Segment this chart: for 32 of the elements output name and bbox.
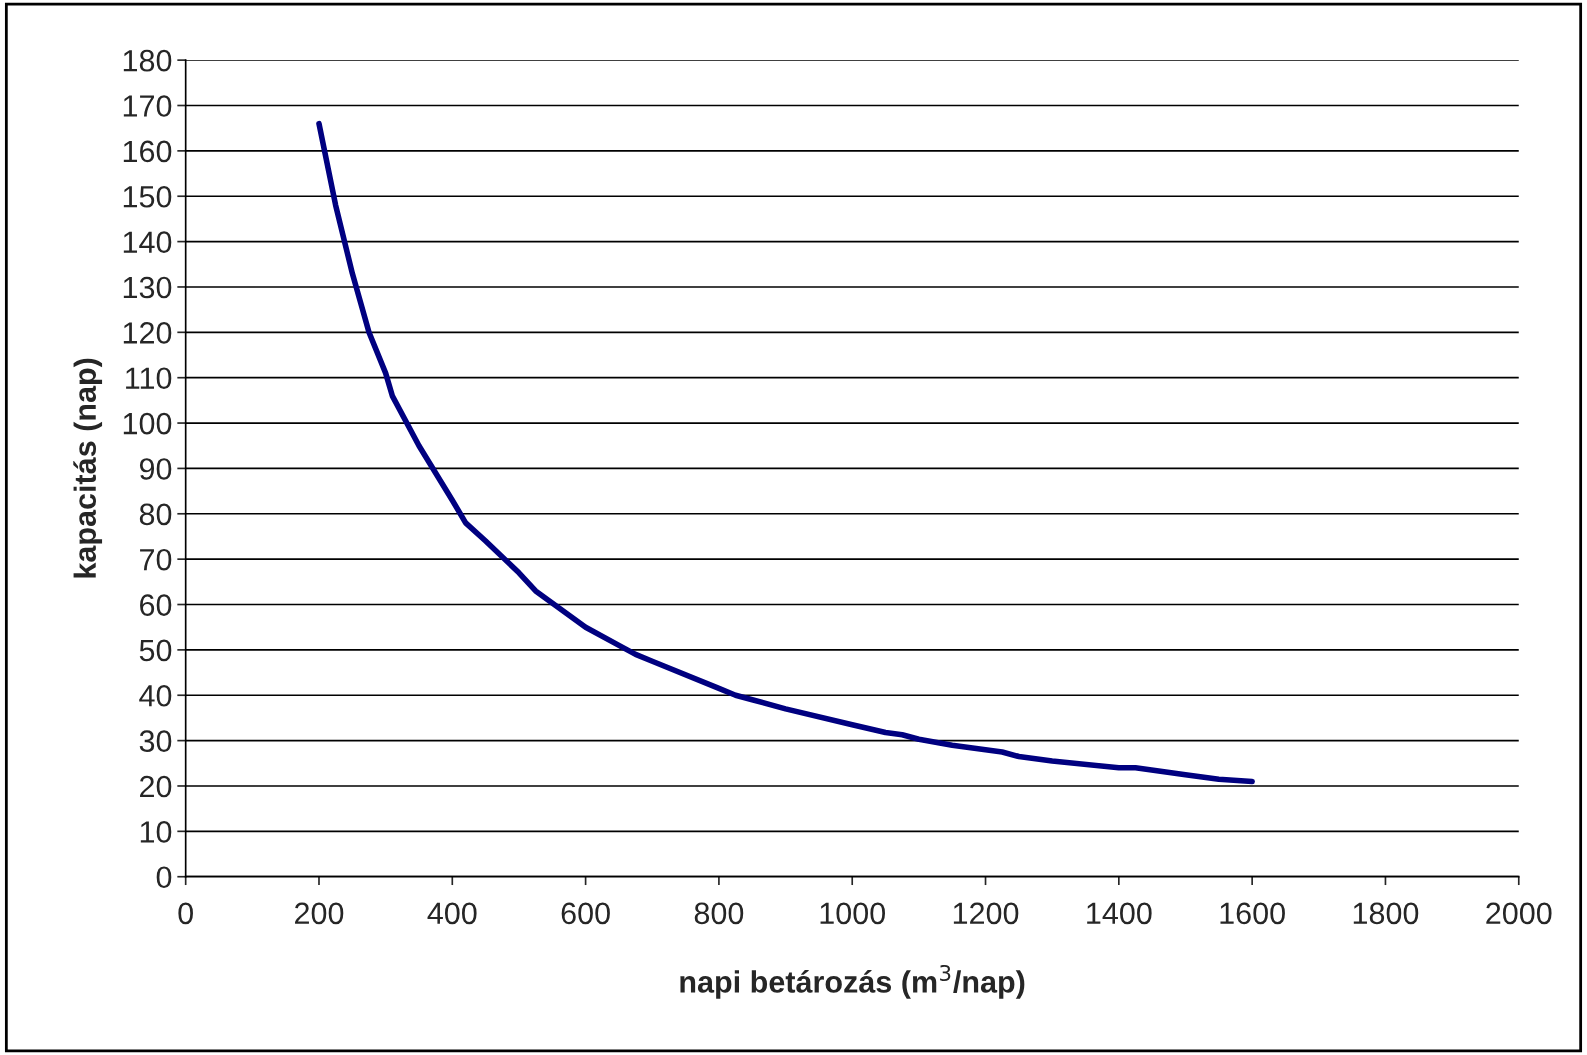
x-tick-label: 600 [561, 902, 610, 925]
y-tick-label: 60 [140, 594, 172, 616]
x-tick-label: 0 [178, 902, 193, 925]
x-tick-label: 1400 [1087, 902, 1152, 925]
y-tick-label: 90 [139, 458, 172, 480]
y-tick-label: 140 [123, 231, 172, 253]
y-tick-label: 50 [139, 639, 172, 662]
y-tick-label: 170 [123, 95, 172, 117]
y-axis-title: kapacitás (nap) [73, 358, 103, 578]
y-tick-label: 0 [156, 866, 172, 889]
y-tick-label: 180 [123, 49, 172, 72]
y-tick-label: 10 [140, 821, 172, 843]
x-tick-label: 200 [295, 902, 344, 925]
x-tick-label: 1600 [1220, 902, 1285, 925]
x-axis-title: napi betározás (m$^{3}$/nap) [680, 964, 1025, 999]
y-tick-label: 160 [123, 140, 172, 163]
x-tick-label: 1000 [820, 902, 886, 925]
x-tick-label: 400 [427, 902, 477, 925]
y-tick-label: 70 [140, 548, 172, 571]
y-tick-label: 150 [123, 185, 172, 208]
y-tick-label: 120 [123, 322, 172, 344]
y-tick-label: 30 [139, 730, 172, 752]
x-tick-label: 2000 [1486, 902, 1552, 925]
x-tick-label: 1800 [1353, 902, 1419, 925]
y-tick-label: 110 [126, 367, 172, 390]
y-tick-label: 80 [139, 503, 172, 526]
x-tick-label: 1200 [953, 902, 1019, 925]
y-tick-label: 20 [140, 775, 172, 798]
y-tick-label: 40 [139, 684, 172, 707]
x-tick-label: 800 [694, 902, 744, 925]
y-tick-label: 130 [123, 276, 172, 299]
y-tick-label: 100 [123, 412, 172, 435]
